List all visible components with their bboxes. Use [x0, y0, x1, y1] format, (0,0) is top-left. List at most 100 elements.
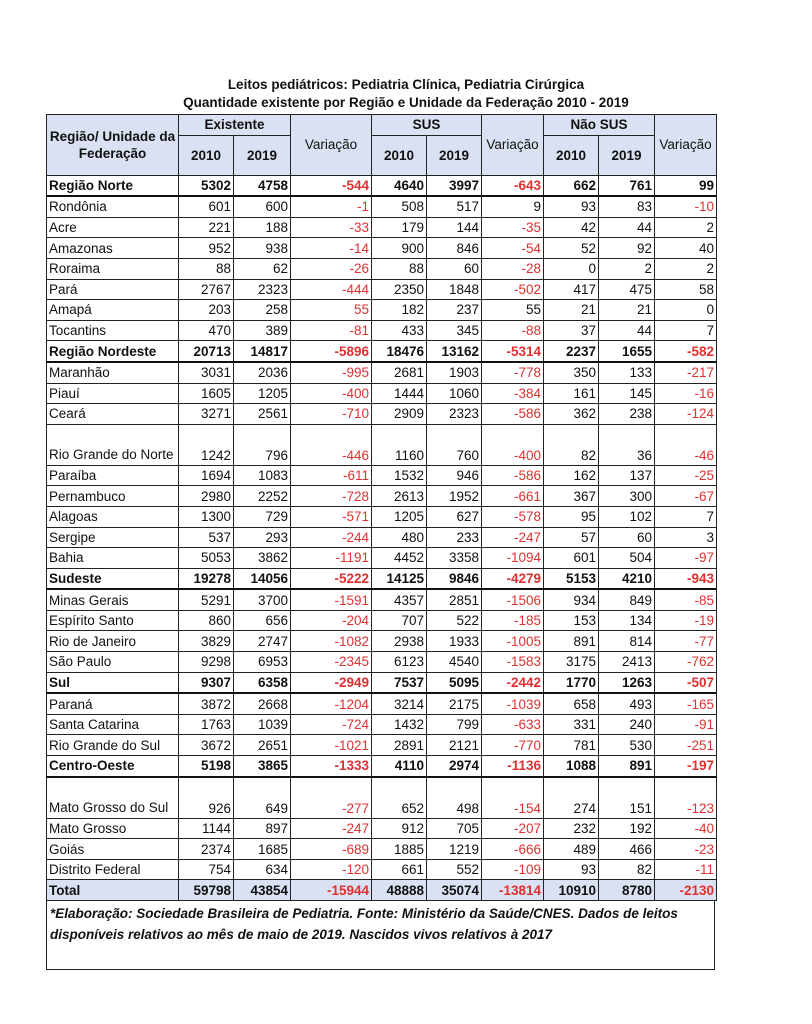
cell-nao-sus-2019: 4210: [598, 567, 656, 591]
cell-nao-sus-variacao: 7: [654, 319, 718, 342]
cell-nao-sus-variacao: 2: [654, 216, 718, 239]
table-row: Mato Grosso 1144 897 -247 912 705 -207 232 192 -4…: [46, 817, 718, 840]
cell-sus-variacao: -666: [481, 838, 545, 860]
cell-existente-2010: 2374: [178, 838, 234, 860]
table-row: Paraíba 1694 1083 -611 1532 946 -586 162 137 -25: [46, 464, 718, 487]
cell-sus-variacao: 55: [481, 299, 545, 321]
header-variacao-nao-sus: Variação: [654, 114, 718, 176]
cell-sus-2019: 144: [425, 216, 483, 239]
cell-existente-2019: 3865: [233, 755, 291, 778]
table-row: Bahia 5053 3862 -1191 4452 3358 -1094 601 504 -97: [46, 547, 718, 569]
cell-nao-sus-variacao: -507: [654, 671, 718, 695]
cell-existente-2010: 1694: [178, 464, 234, 487]
cell-sus-2010: 1160: [371, 423, 427, 466]
cell-nao-sus-2010: 601: [543, 547, 600, 569]
cell-existente-2010: 221: [178, 216, 234, 239]
cell-sus-variacao: -384: [481, 382, 545, 405]
cell-existente-2019: 6953: [233, 651, 291, 673]
cell-existente-2019: 43854: [233, 879, 291, 901]
cell-existente-2010: 601: [178, 195, 234, 218]
cell-sus-2010: 179: [371, 216, 427, 239]
cell-nao-sus-2019: 21: [598, 299, 656, 321]
cell-existente-variacao: -1191: [290, 547, 372, 569]
cell-sus-2010: 1432: [371, 713, 427, 736]
cell-nao-sus-2019: 151: [598, 776, 656, 819]
table-row: Maranhão 3031 2036 -995 2681 1903 -778 350 133 -2…: [46, 361, 718, 384]
row-label: Espírito Santo: [46, 609, 179, 632]
cell-existente-2010: 59798: [178, 879, 234, 901]
cell-nao-sus-2019: 82: [598, 858, 656, 881]
cell-sus-2019: 1060: [425, 382, 483, 405]
cell-nao-sus-2010: 52: [543, 237, 600, 259]
cell-nao-sus-2010: 331: [543, 713, 600, 736]
table-row: Acre 221 188 -33 179 144 -35 42 44 2: [46, 216, 718, 239]
cell-existente-2019: 1083: [233, 464, 291, 487]
cell-existente-variacao: -15944: [290, 879, 372, 901]
cell-sus-2019: 760: [425, 423, 483, 466]
cell-nao-sus-variacao: 3: [654, 526, 718, 549]
cell-nao-sus-variacao: -943: [654, 567, 718, 591]
cell-sus-variacao: -586: [481, 464, 545, 487]
header-sus-2019: 2019: [425, 134, 483, 176]
cell-existente-2019: 649: [233, 776, 291, 819]
cell-sus-variacao: -28: [481, 257, 545, 280]
header-existente: Existente: [178, 114, 291, 136]
header-sus-2010: 2010: [371, 134, 427, 176]
table-title: Leitos pediátricos: Pediatria Clínica, P…: [227, 77, 585, 92]
cell-sus-variacao: -4279: [481, 567, 545, 591]
cell-sus-2019: 237: [425, 299, 483, 321]
cell-sus-2010: 433: [371, 319, 427, 342]
cell-existente-variacao: -728: [290, 485, 372, 507]
region-row: Centro-Oeste 5198 3865 -1333 4110 2974 -1136 10…: [46, 755, 718, 778]
cell-existente-2010: 1300: [178, 505, 234, 528]
cell-existente-2010: 3031: [178, 361, 234, 384]
cell-nao-sus-2019: 134: [598, 609, 656, 632]
cell-existente-variacao: -14: [290, 237, 372, 259]
footnote: *Elaboração: Sociedade Brasileira de Ped…: [46, 900, 715, 970]
cell-existente-2019: 1685: [233, 838, 291, 860]
table-row: Sergipe 537 293 -244 480 233 -247 57 60 3: [46, 526, 718, 549]
cell-nao-sus-2010: 57: [543, 526, 600, 549]
cell-sus-variacao: -54: [481, 237, 545, 259]
cell-nao-sus-variacao: -10: [654, 195, 718, 218]
cell-existente-2010: 470: [178, 319, 234, 342]
cell-existente-2010: 2767: [178, 278, 234, 301]
cell-sus-2019: 13162: [425, 340, 483, 363]
table-row: São Paulo 9298 6953 -2345 6123 4540 -1583 3175 2…: [46, 651, 718, 673]
row-label: Rio Grande do Norte: [46, 423, 179, 466]
cell-sus-2019: 522: [425, 609, 483, 632]
cell-sus-variacao: -247: [481, 526, 545, 549]
cell-existente-variacao: -724: [290, 713, 372, 736]
cell-existente-2010: 1605: [178, 382, 234, 405]
header-variacao-sus: Variação: [481, 114, 545, 176]
cell-existente-2019: 729: [233, 505, 291, 528]
cell-existente-variacao: -1591: [290, 588, 372, 611]
cell-nao-sus-2019: 92: [598, 237, 656, 259]
cell-sus-variacao: -1136: [481, 755, 545, 778]
cell-nao-sus-2019: 238: [598, 403, 656, 425]
cell-existente-2019: 62: [233, 257, 291, 280]
cell-sus-2010: 1205: [371, 505, 427, 528]
cell-nao-sus-2010: 0: [543, 257, 600, 280]
table-body: Região Norte 5302 4758 -544 4640 3997 -643 662 7…: [46, 174, 718, 901]
cell-nao-sus-variacao: -23: [654, 838, 718, 860]
cell-nao-sus-2019: 83: [598, 195, 656, 218]
cell-nao-sus-variacao: 0: [654, 299, 718, 321]
cell-sus-2010: 88: [371, 257, 427, 280]
header-nao-sus: Não SUS: [543, 114, 656, 136]
cell-nao-sus-2010: 93: [543, 195, 600, 218]
cell-nao-sus-2010: 10910: [543, 879, 600, 901]
cell-sus-2019: 627: [425, 505, 483, 528]
cell-sus-variacao: -2442: [481, 671, 545, 695]
cell-existente-2019: 2252: [233, 485, 291, 507]
row-label: São Paulo: [46, 651, 179, 673]
cell-existente-2010: 3829: [178, 630, 234, 653]
table-row: Amazonas 952 938 -14 900 846 -54 52 92 40: [46, 237, 718, 259]
cell-sus-variacao: -207: [481, 817, 545, 840]
cell-nao-sus-variacao: -165: [654, 692, 718, 715]
cell-existente-2019: 3862: [233, 547, 291, 569]
cell-nao-sus-2019: 102: [598, 505, 656, 528]
cell-sus-2010: 707: [371, 609, 427, 632]
cell-sus-2010: 18476: [371, 340, 427, 363]
cell-existente-2019: 188: [233, 216, 291, 239]
